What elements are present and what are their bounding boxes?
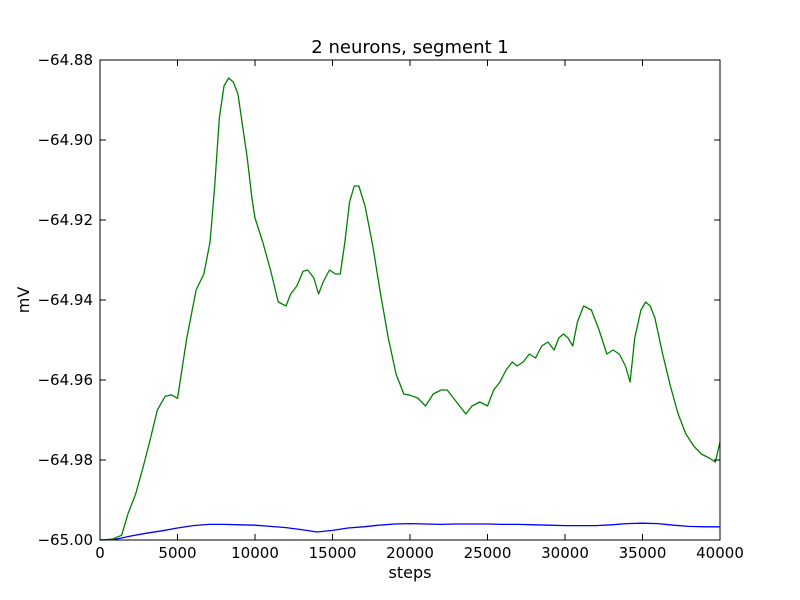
x-tick-label: 40000 <box>696 544 744 562</box>
x-tick-label: 10000 <box>231 544 279 562</box>
plot-lines <box>99 77 721 541</box>
y-tick-label: −64.94 <box>37 291 93 309</box>
x-tick-label: 30000 <box>541 544 589 562</box>
y-axis-label: mV <box>14 287 33 314</box>
x-tick-label: 20000 <box>386 544 434 562</box>
y-tick-label: −64.92 <box>37 211 93 229</box>
x-tick-label: 25000 <box>464 544 512 562</box>
y-tick-label: −65.00 <box>37 531 93 549</box>
x-tick-label: 35000 <box>619 544 667 562</box>
series-line-1 <box>99 522 720 541</box>
y-tick-label: −64.90 <box>37 131 93 149</box>
y-tick-label: −64.88 <box>37 51 93 69</box>
x-tick-label: 0 <box>95 544 105 562</box>
x-tick-label: 5000 <box>158 544 196 562</box>
series-line-2 <box>99 77 721 541</box>
x-tick-label: 15000 <box>309 544 357 562</box>
x-axis-label: steps <box>389 563 432 582</box>
chart-title: 2 neurons, segment 1 <box>311 37 508 58</box>
y-tick-label: −64.98 <box>37 451 93 469</box>
axis-ticks: 0 5000 10000 15000 20000 25000 30000 35000 40000… <box>37 51 743 562</box>
y-tick-label: −64.96 <box>37 371 93 389</box>
